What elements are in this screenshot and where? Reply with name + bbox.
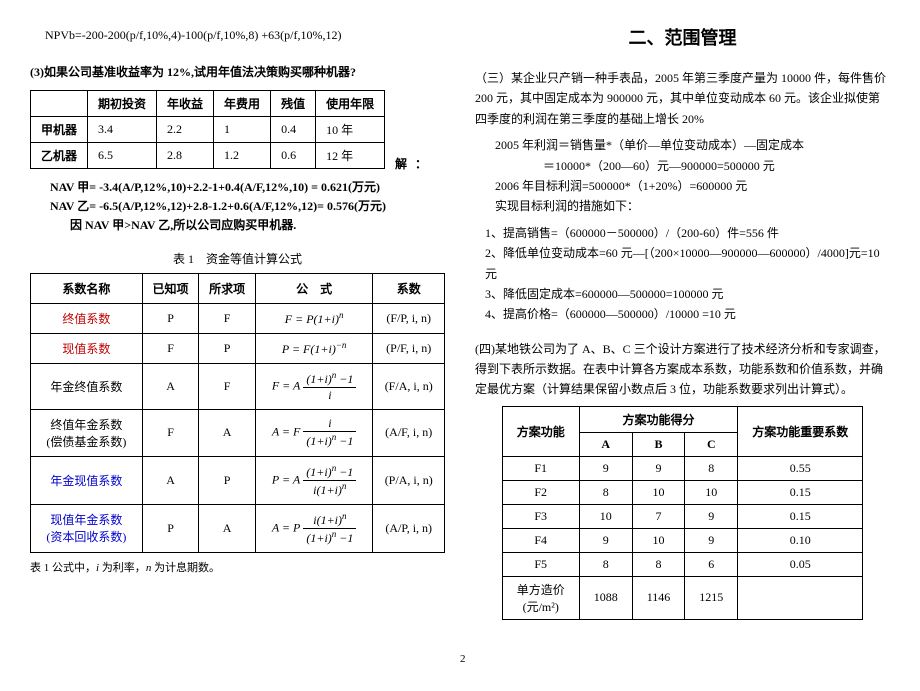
profit-calc: 2005 年利润＝销售量*（单价—单位变动成本）—固定成本 ＝10000*（20… xyxy=(495,135,890,217)
measures: 1、提高销售=（600000－500000）/（200-60）件=556 件 2… xyxy=(485,223,890,325)
price-label: 单方造价(元/m²) xyxy=(502,576,579,619)
coef-name: 现值系数 xyxy=(31,333,143,363)
table1-title: 表 1 资金等值计算公式 xyxy=(30,250,445,267)
col-cost: 年费用 xyxy=(214,91,271,117)
table-row: 甲机器 3.4 2.2 1 0.4 10 年 xyxy=(31,117,385,143)
table-row: 现值年金系数(资本回收系数)PAA = P i(1+i)n(1+i)n −1(A… xyxy=(31,504,445,552)
question-3-right: （三）某企业只产销一种手表品，2005 年第三季度产量为 10000 件，每件售… xyxy=(475,68,890,129)
section-title: 二、范围管理 xyxy=(475,24,890,50)
col-residual: 残值 xyxy=(271,91,316,117)
npv-formula: NPVb=-200-200(p/f,10%,4)-100(p/f,10%,8) … xyxy=(45,28,445,43)
table-row: 年金现值系数APP = A (1+i)n −1i(1+i)n(P/A, i, n… xyxy=(31,456,445,504)
formula-table: 系数名称 已知项 所求项 公 式 系数 终值系数PFF = P(1+i)n(F/… xyxy=(30,273,445,553)
table-row: F2810100.15 xyxy=(502,480,863,504)
table-row: F58860.05 xyxy=(502,552,863,576)
page-number: 2 xyxy=(460,653,466,665)
nav-line2: NAV 乙= -6.5(A/P,12%,12)+2.8-1.2+0.6(A/F,… xyxy=(50,197,445,216)
nav-conclusion: 因 NAV 甲>NAV 乙,所以公司应购买甲机器. xyxy=(70,216,445,235)
nav-calculations: NAV 甲= -3.4(A/P,12%,10)+2.2-1+0.4(A/F,12… xyxy=(50,178,445,236)
coef-name: 现值年金系数(资本回收系数) xyxy=(31,504,143,552)
table1-footnote: 表 1 公式中，i 为利率，n 为计息期数。 xyxy=(30,559,445,575)
col-blank xyxy=(31,91,88,117)
coef-name: 终值年金系数(偿债基金系数) xyxy=(31,409,143,456)
col-life: 使用年限 xyxy=(316,91,385,117)
table-row: F19980.55 xyxy=(502,456,863,480)
table-row: 终值系数PFF = P(1+i)n(F/P, i, n) xyxy=(31,303,445,333)
table-header-row: 期初投资 年收益 年费用 残值 使用年限 xyxy=(31,91,385,117)
table-row: 终值年金系数(偿债基金系数)FAA = F i(1+i)n −1(A/F, i,… xyxy=(31,409,445,456)
table-row: F310790.15 xyxy=(502,504,863,528)
question-3: (3)如果公司基准收益率为 12%,试用年值法决策购买哪种机器? xyxy=(30,63,445,80)
coef-name: 终值系数 xyxy=(31,303,143,333)
table-row: F491090.10 xyxy=(502,528,863,552)
plan-table: 方案功能 方案功能得分 方案功能重要系数 A B C F19980.55F281… xyxy=(502,406,864,620)
col-invest: 期初投资 xyxy=(88,91,157,117)
question-4: (四)某地铁公司为了 A、B、C 三个设计方案进行了技术经济分析和专家调查，得到… xyxy=(475,339,890,400)
nav-line1: NAV 甲= -3.4(A/P,12%,10)+2.2-1+0.4(A/F,12… xyxy=(50,178,445,197)
coef-name: 年金现值系数 xyxy=(31,456,143,504)
col-income: 年收益 xyxy=(157,91,214,117)
formula-header-row: 系数名称 已知项 所求项 公 式 系数 xyxy=(31,273,445,303)
table-row: 现值系数FPP = F(1+i)−n(P/F, i, n) xyxy=(31,333,445,363)
coef-name: 年金终值系数 xyxy=(31,363,143,409)
table-row: 年金终值系数AFF = A (1+i)n −1i(F/A, i, n) xyxy=(31,363,445,409)
